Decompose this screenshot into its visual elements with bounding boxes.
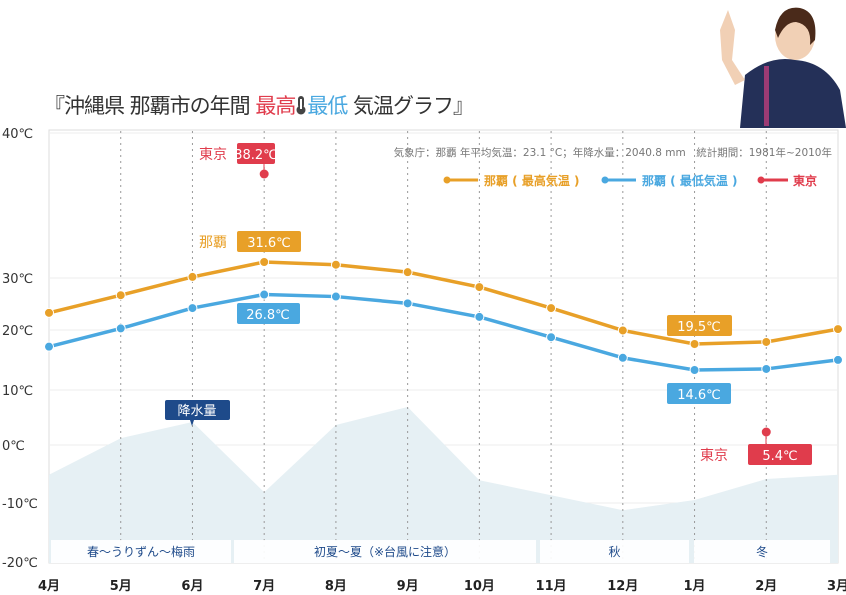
low-temp-point bbox=[187, 303, 198, 314]
y-tick-label: 0℃ bbox=[2, 439, 25, 454]
rain-area bbox=[49, 407, 838, 563]
rain-label: 降水量 bbox=[177, 404, 216, 419]
legend-low-marker bbox=[601, 176, 609, 184]
season-label: 秋 bbox=[608, 545, 620, 559]
high-temp-line bbox=[48, 260, 839, 346]
y-tick-label: -20℃ bbox=[2, 556, 38, 571]
low-temp-line bbox=[48, 292, 839, 372]
high-temp-point bbox=[761, 336, 772, 347]
y-tick-label: 10℃ bbox=[2, 384, 33, 399]
legend-tokyo: 東京 bbox=[793, 173, 817, 188]
legend-tokyo-marker bbox=[757, 176, 765, 184]
high-temp-point bbox=[689, 339, 700, 349]
title-low: 最低 bbox=[307, 94, 348, 118]
tokyo-point bbox=[761, 427, 771, 437]
y-tick-label: -10℃ bbox=[2, 497, 38, 512]
tokyo-point bbox=[259, 169, 269, 179]
low-temp-point bbox=[833, 354, 843, 365]
y-tick-label: 20℃ bbox=[2, 324, 33, 339]
tokyo-min-box bbox=[748, 444, 812, 465]
low-temp-point bbox=[474, 311, 485, 322]
low-temp-point bbox=[330, 291, 341, 302]
season-band bbox=[51, 540, 231, 563]
high-temp-point bbox=[330, 259, 341, 270]
tokyo-max-label: 38.2℃ bbox=[234, 148, 278, 163]
x-tick-label: 8月 bbox=[325, 579, 347, 594]
high-max-label: 31.6℃ bbox=[247, 236, 291, 251]
legend: 那覇 ( 最高気温 ) 那覇 ( 最低気温 ) 東京 bbox=[443, 173, 817, 188]
y-tick-label: 40℃ bbox=[2, 127, 33, 142]
chart-title: 『沖縄県 那覇市の年間 最高 最低 気温グラフ』 bbox=[44, 90, 474, 120]
naha-high-city: 那覇 bbox=[199, 235, 227, 251]
x-tick-label: 11月 bbox=[536, 579, 567, 594]
source-note: 気象庁：那覇 年平均気温：23.1 °C；年降水量：2040.8 mm 統計期間… bbox=[394, 146, 832, 159]
rain-label-box bbox=[165, 400, 230, 420]
x-tick-label: 9月 bbox=[397, 579, 419, 594]
low-min-box bbox=[667, 383, 731, 404]
x-tick-label: 10月 bbox=[464, 579, 495, 594]
low-min-label: 14.6℃ bbox=[677, 388, 721, 403]
season-band bbox=[234, 540, 536, 563]
high-temp-point bbox=[617, 325, 628, 336]
title-prefix: 『沖縄県 那覇市の年間 bbox=[44, 94, 256, 118]
low-temp-point bbox=[617, 352, 628, 363]
season-band bbox=[540, 540, 689, 563]
season-band bbox=[694, 540, 830, 563]
mascot-photo bbox=[720, 7, 846, 128]
low-max-box bbox=[237, 303, 300, 324]
legend-high: 那覇 ( 最高気温 ) bbox=[484, 173, 580, 188]
tokyo-min-city: 東京 bbox=[700, 448, 728, 464]
title-high: 最高 bbox=[255, 94, 296, 118]
high-temp-point bbox=[402, 267, 413, 278]
y-tick-label: 30℃ bbox=[2, 272, 33, 287]
high-temp-point bbox=[259, 257, 270, 267]
x-tick-label: 7月 bbox=[253, 579, 275, 594]
high-min-box bbox=[667, 315, 732, 336]
x-tick-label: 6月 bbox=[181, 579, 203, 594]
high-temp-point bbox=[115, 290, 126, 301]
low-temp-point bbox=[259, 289, 270, 300]
low-temp-point bbox=[546, 332, 557, 343]
x-tick-label: 12月 bbox=[607, 579, 638, 594]
x-tick-label: 5月 bbox=[110, 579, 132, 594]
high-temp-point bbox=[187, 271, 198, 282]
low-temp-point bbox=[402, 298, 413, 309]
high-temp-point bbox=[546, 303, 557, 314]
legend-high-marker bbox=[443, 176, 451, 184]
tokyo-max-city: 東京 bbox=[199, 147, 227, 163]
low-max-label: 26.8℃ bbox=[246, 308, 290, 323]
title-suffix: 気温グラフ』 bbox=[347, 94, 474, 118]
x-tick-label: 3月 bbox=[827, 579, 846, 594]
annotations: 東京 38.2℃ 那覇 31.6℃ 26.8℃ 19.5℃ 14.6℃ 東京 5… bbox=[165, 143, 812, 465]
high-temp-point bbox=[833, 324, 843, 335]
low-temp-point bbox=[44, 341, 54, 352]
season-label: 春〜うりずん〜梅雨 bbox=[87, 544, 195, 559]
season-label: 初夏〜夏（※台風に注意） bbox=[314, 544, 456, 559]
low-temp-point bbox=[115, 323, 126, 334]
low-temp-point bbox=[689, 365, 700, 375]
x-tick-label: 2月 bbox=[755, 579, 777, 594]
season-label: 冬 bbox=[756, 544, 768, 559]
legend-low: 那覇 ( 最低気温 ) bbox=[642, 173, 738, 188]
high-temp-point bbox=[44, 307, 54, 318]
high-max-box bbox=[237, 231, 301, 252]
tokyo-max-box bbox=[237, 143, 275, 164]
high-temp-point bbox=[474, 282, 485, 293]
tokyo-min-label: 5.4℃ bbox=[762, 449, 797, 464]
thermometer-icon bbox=[296, 96, 306, 115]
x-tick-label: 4月 bbox=[38, 579, 60, 594]
high-min-label: 19.5℃ bbox=[677, 320, 721, 335]
x-tick-label: 1月 bbox=[684, 579, 706, 594]
low-temp-point bbox=[761, 363, 772, 374]
